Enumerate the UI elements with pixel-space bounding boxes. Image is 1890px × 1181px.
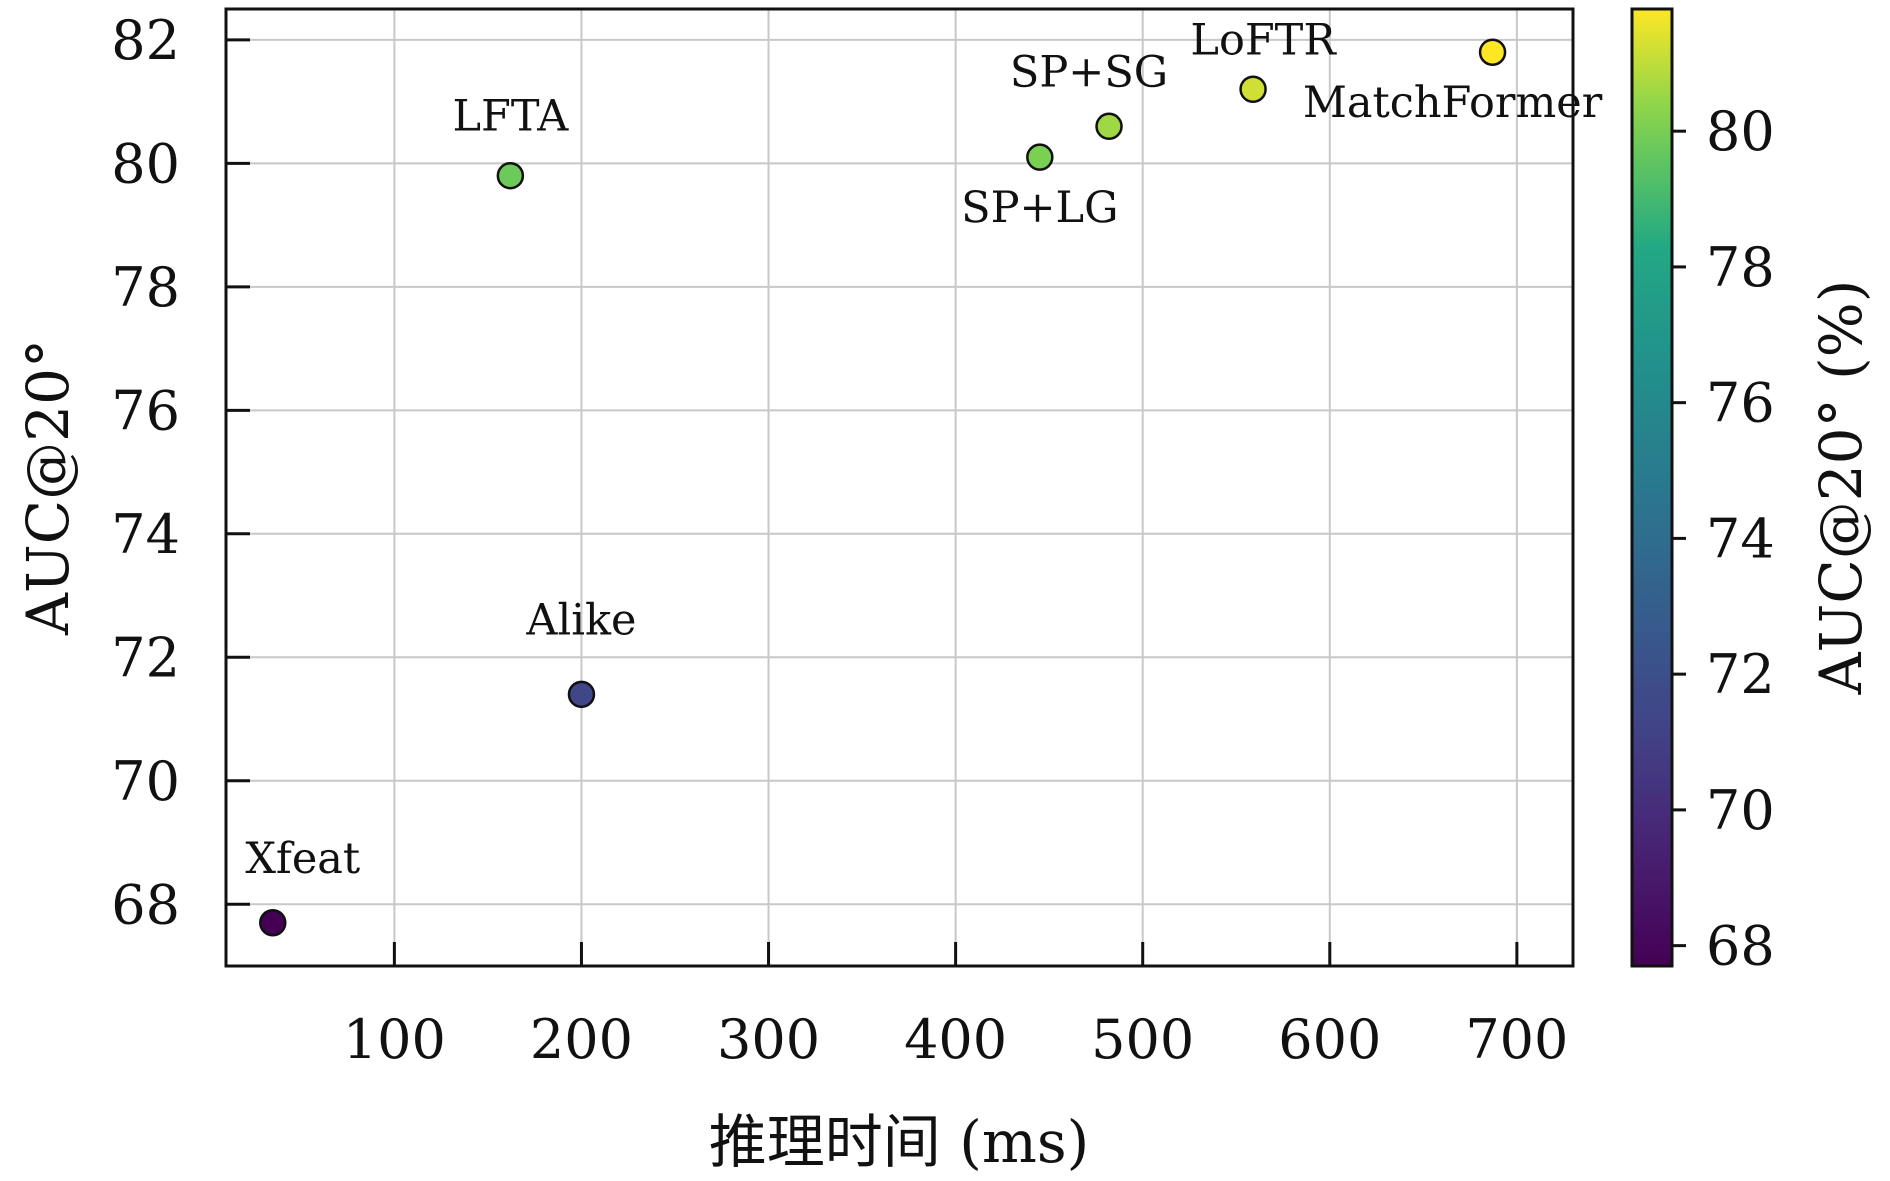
y-tick-label: 78 xyxy=(111,256,180,319)
x-tick-label: 700 xyxy=(1465,1008,1568,1071)
plot-frame xyxy=(224,7,1575,968)
y-tick-label: 72 xyxy=(111,626,180,689)
colorbar-tick-label: 68 xyxy=(1706,915,1775,978)
y-tick-label: 82 xyxy=(111,9,180,72)
colorbar-tick-label: 70 xyxy=(1706,779,1775,842)
data-points xyxy=(259,38,1507,937)
colorbar-label: AUC@20° (%) xyxy=(1807,280,1875,696)
y-tick-label: 76 xyxy=(111,379,180,442)
x-tick-label: 600 xyxy=(1278,1008,1381,1071)
data-point xyxy=(567,680,596,709)
colorbar-ticks: 68 70 72 74 76 78 80 xyxy=(1672,100,1775,978)
y-axis-label: AUC@20° xyxy=(14,339,82,636)
point-labels: Xfeat LFTA Alike SP+LG SP+SG LoFTR MatchFormer xyxy=(245,15,1602,884)
data-point xyxy=(1026,143,1054,171)
point-label: Xfeat xyxy=(245,834,360,884)
point-label: Alike xyxy=(525,595,636,645)
y-tick-label: 70 xyxy=(111,750,180,813)
x-axis-label: 推理时间 (ms) xyxy=(709,1108,1089,1176)
point-label: LoFTR xyxy=(1190,15,1337,65)
point-label: MatchFormer xyxy=(1303,78,1603,128)
colorbar-tick-label: 76 xyxy=(1706,372,1775,435)
data-point xyxy=(1095,112,1123,141)
x-tick-label: 500 xyxy=(1091,1008,1194,1071)
colorbar: 68 70 72 74 76 78 80 AUC@20° (%) xyxy=(1630,7,1875,978)
y-tick-label: 74 xyxy=(111,503,180,566)
data-point xyxy=(1478,38,1507,66)
x-tick-label: 300 xyxy=(717,1008,820,1071)
colorbar-tick-label: 74 xyxy=(1706,507,1775,570)
y-tick-label: 80 xyxy=(111,132,180,195)
colorbar-tick-label: 80 xyxy=(1706,100,1775,163)
point-label: LFTA xyxy=(452,92,569,142)
colorbar-tick-label: 72 xyxy=(1706,643,1775,706)
gridlines xyxy=(226,9,1573,966)
axis-ticks: 100 200 300 400 500 600 700 68 70 72 74 76 78 80 82 xyxy=(111,9,1568,1071)
data-point xyxy=(1239,75,1267,104)
point-label: SP+SG xyxy=(1010,47,1168,97)
x-tick-label: 100 xyxy=(343,1008,446,1071)
point-label: SP+LG xyxy=(961,183,1118,233)
x-tick-label: 400 xyxy=(904,1008,1007,1071)
colorbar-tick-label: 78 xyxy=(1706,236,1775,299)
x-tick-label: 200 xyxy=(530,1008,633,1071)
data-point xyxy=(496,161,525,190)
data-point xyxy=(259,909,287,937)
y-tick-label: 68 xyxy=(111,873,180,936)
colorbar-gradient xyxy=(1630,7,1674,968)
